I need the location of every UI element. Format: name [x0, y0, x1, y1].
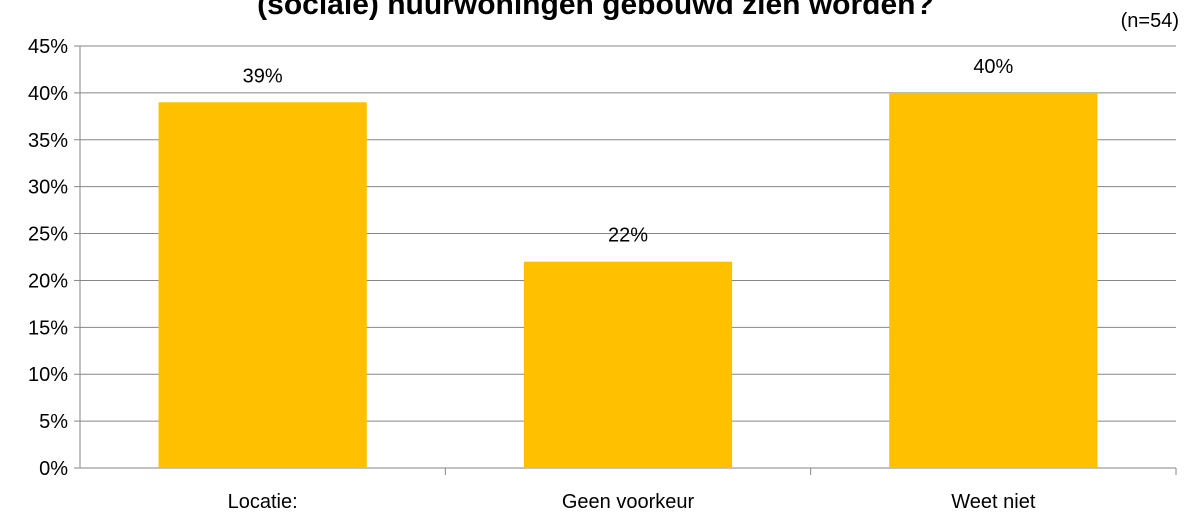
y-tick-label: 5% — [39, 411, 68, 433]
y-tick-label: 45% — [28, 36, 68, 58]
bar — [158, 102, 367, 469]
y-tick-label: 25% — [28, 224, 68, 246]
x-category-label: Locatie: — [228, 491, 298, 513]
sample-size-note: (n=54) — [1120, 10, 1179, 32]
y-tick-label: 20% — [28, 270, 68, 292]
x-category-label: Geen voorkeur — [562, 491, 695, 513]
y-tick-label: 0% — [39, 458, 68, 480]
bar — [523, 261, 733, 468]
data-label: 22% — [608, 225, 648, 247]
data-label: 39% — [243, 65, 283, 87]
bar — [889, 92, 1098, 468]
chart-title: (sociale) huurwoningen gebouwd zien word… — [257, 0, 934, 21]
y-tick-label: 40% — [28, 83, 68, 105]
y-tick-label: 35% — [28, 130, 68, 152]
data-label: 40% — [973, 56, 1013, 78]
y-tick-label: 30% — [28, 177, 68, 199]
y-tick-label: 15% — [28, 317, 68, 339]
x-category-label: Weet niet — [951, 491, 1036, 513]
y-tick-label: 10% — [28, 364, 68, 386]
